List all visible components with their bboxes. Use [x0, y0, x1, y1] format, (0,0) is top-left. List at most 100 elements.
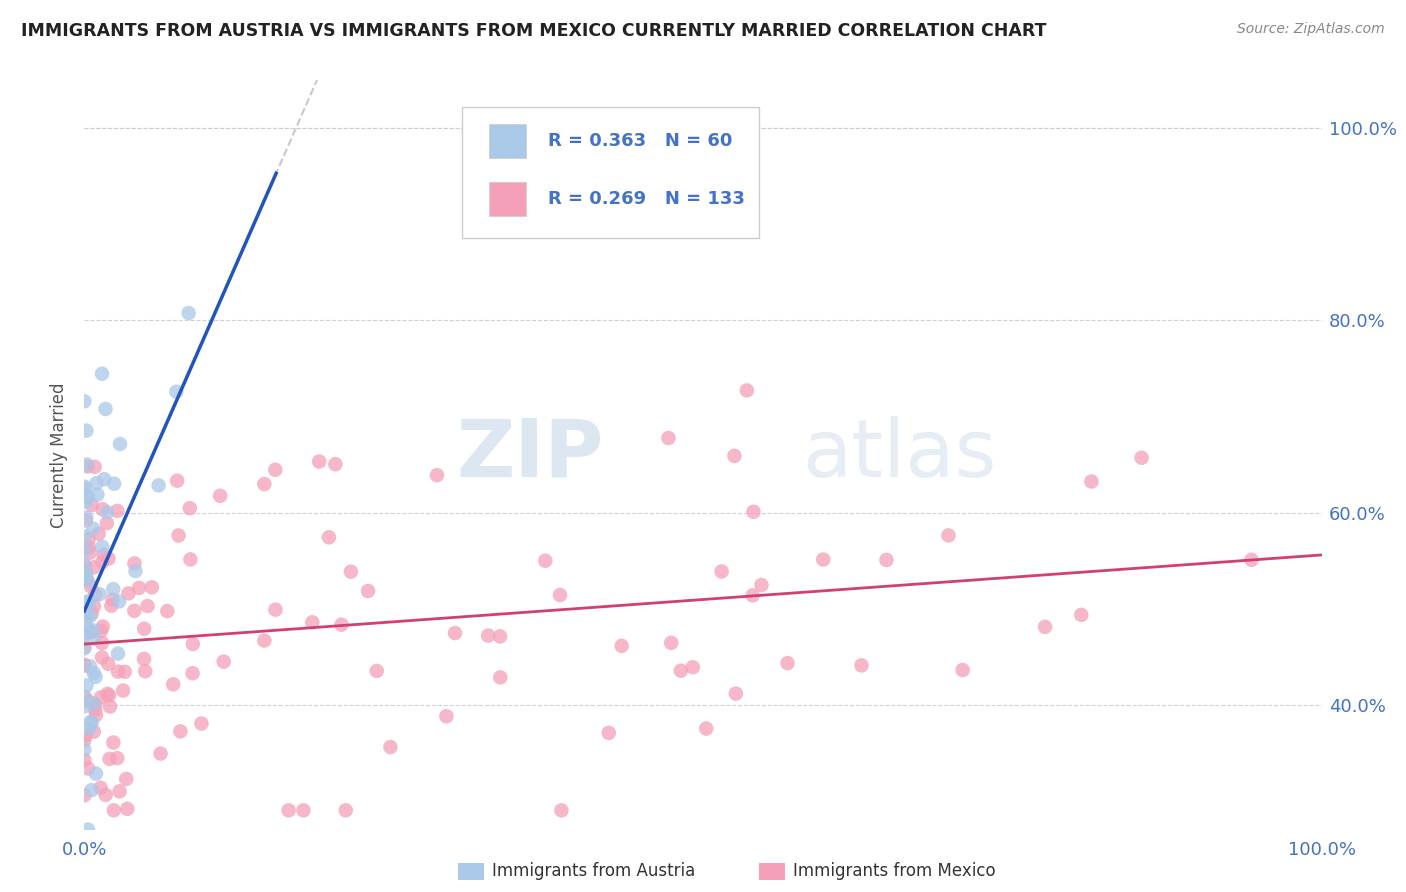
Point — [96, 687, 118, 701]
Point — [335, 803, 357, 817]
Point — [128, 581, 150, 595]
Point — [115, 772, 138, 786]
Point — [86, 476, 108, 491]
Point — [77, 622, 100, 636]
FancyBboxPatch shape — [461, 106, 759, 237]
Point — [90, 780, 112, 795]
Point — [938, 528, 960, 542]
Point — [132, 652, 155, 666]
Point — [149, 747, 172, 761]
Point — [209, 489, 232, 503]
Point — [83, 599, 105, 613]
Text: Immigrants from Mexico: Immigrants from Mexico — [793, 863, 995, 880]
Point — [179, 552, 201, 566]
Point — [82, 624, 104, 638]
Point — [76, 594, 98, 608]
Point — [169, 724, 191, 739]
Point — [79, 659, 101, 673]
Point — [162, 677, 184, 691]
Point — [179, 501, 201, 516]
Point — [84, 670, 107, 684]
Text: R = 0.363   N = 60: R = 0.363 N = 60 — [548, 132, 733, 150]
Point — [73, 640, 96, 654]
Point — [73, 394, 96, 409]
Point — [77, 762, 100, 776]
Point — [80, 783, 103, 797]
Point — [318, 530, 340, 544]
Point — [84, 708, 107, 723]
Point — [156, 604, 179, 618]
Point — [73, 607, 96, 622]
Point — [87, 526, 110, 541]
Point — [107, 647, 129, 661]
Point — [73, 733, 96, 747]
Point — [851, 658, 873, 673]
Point — [114, 665, 136, 679]
Point — [76, 573, 98, 587]
Point — [103, 582, 125, 596]
Point — [75, 564, 97, 578]
Text: Source: ZipAtlas.com: Source: ZipAtlas.com — [1237, 22, 1385, 37]
Point — [75, 605, 97, 619]
Point — [657, 431, 679, 445]
Point — [77, 533, 100, 547]
Point — [669, 664, 692, 678]
Point — [73, 604, 96, 618]
Point — [82, 632, 104, 646]
Point — [77, 694, 100, 708]
Point — [1080, 475, 1102, 489]
Point — [80, 716, 103, 731]
Point — [98, 699, 121, 714]
Point — [1033, 620, 1056, 634]
Point — [84, 587, 107, 601]
Point — [94, 401, 117, 416]
Point — [75, 567, 97, 582]
Point — [112, 683, 135, 698]
Text: Immigrants from Austria: Immigrants from Austria — [492, 863, 696, 880]
Point — [73, 691, 96, 706]
Point — [82, 522, 104, 536]
Point — [83, 697, 105, 711]
Point — [659, 636, 682, 650]
Point — [105, 751, 128, 765]
Point — [91, 650, 114, 665]
Point — [340, 565, 363, 579]
Point — [73, 699, 96, 714]
Point — [776, 656, 799, 670]
Point — [117, 802, 139, 816]
FancyBboxPatch shape — [489, 183, 526, 216]
Point — [103, 735, 125, 749]
Point — [93, 472, 115, 486]
Point — [105, 504, 128, 518]
Point — [76, 626, 98, 640]
Point — [277, 803, 299, 817]
Point — [167, 528, 190, 542]
Point — [80, 579, 103, 593]
Point — [76, 458, 98, 472]
Point — [73, 641, 96, 656]
Text: ZIP: ZIP — [457, 416, 605, 494]
Point — [75, 510, 97, 524]
Point — [811, 552, 834, 566]
Point — [91, 555, 114, 569]
Point — [73, 626, 96, 640]
Point — [444, 626, 467, 640]
Point — [124, 564, 146, 578]
Point — [710, 565, 733, 579]
Point — [134, 665, 156, 679]
Point — [1070, 607, 1092, 622]
Point — [124, 604, 146, 618]
Point — [76, 490, 98, 504]
Point — [79, 609, 101, 624]
Point — [76, 459, 98, 474]
Point — [610, 639, 633, 653]
Point — [325, 457, 347, 471]
Point — [83, 697, 105, 711]
Point — [75, 728, 97, 742]
Point — [148, 478, 170, 492]
Point — [73, 558, 96, 573]
Point — [83, 459, 105, 474]
Point — [166, 474, 188, 488]
Point — [73, 480, 96, 494]
Point — [436, 709, 458, 723]
